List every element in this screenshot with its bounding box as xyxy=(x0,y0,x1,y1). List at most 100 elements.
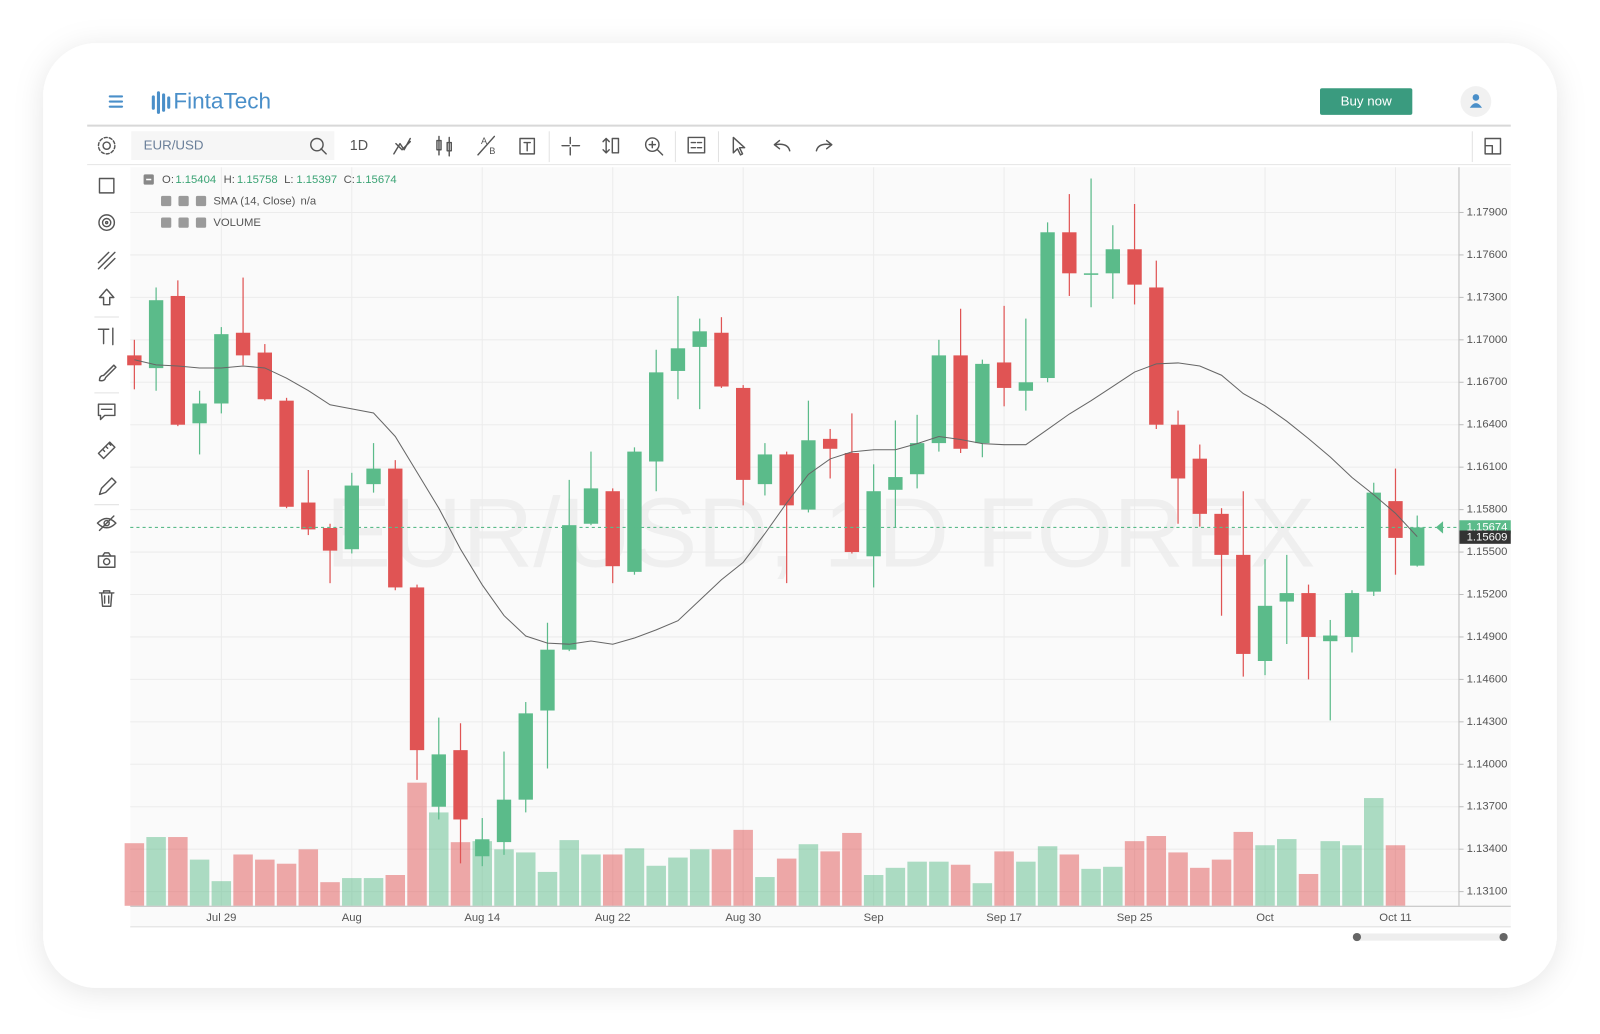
volume-bar xyxy=(1081,868,1101,906)
hide-tool[interactable] xyxy=(96,515,117,532)
compare-button[interactable]: AB xyxy=(477,135,495,156)
logo-icon xyxy=(151,91,171,114)
candle-body xyxy=(257,352,272,400)
x-tick-label: Aug xyxy=(342,912,362,924)
volume-bar xyxy=(581,854,601,906)
volume-bar xyxy=(907,861,927,906)
candle-body xyxy=(1062,232,1077,274)
scale-button[interactable] xyxy=(602,137,620,154)
svg-text:A: A xyxy=(481,136,488,146)
volume-label: VOLUME xyxy=(213,217,261,229)
rectangle-tool[interactable] xyxy=(98,177,115,194)
menu-button[interactable] xyxy=(108,95,124,108)
y-tick-label: 1.17000 xyxy=(1467,334,1508,346)
volume-bar xyxy=(363,878,384,906)
volume-bar xyxy=(885,867,906,906)
cursor-button[interactable] xyxy=(732,136,746,156)
buy-button-label[interactable]: Buy now xyxy=(1341,94,1392,109)
scrollbar-handle[interactable] xyxy=(1352,932,1362,942)
volume-bar xyxy=(211,881,232,906)
x-tick-label: Sep xyxy=(864,912,884,924)
volume-bar xyxy=(429,812,449,906)
scrollbar-handle[interactable] xyxy=(1499,932,1508,942)
candle-body xyxy=(235,332,251,356)
candle-body xyxy=(1105,249,1120,274)
sma-controls[interactable] xyxy=(161,195,207,207)
brush-tool[interactable] xyxy=(98,364,117,382)
buy-button[interactable] xyxy=(1320,88,1413,115)
volume-bar xyxy=(1146,836,1167,906)
y-tick-label: 1.17300 xyxy=(1467,291,1508,303)
x-tick-label: Oct xyxy=(1256,912,1274,924)
volume-bar xyxy=(950,864,971,906)
candle-body xyxy=(127,355,142,366)
volume-bar xyxy=(929,861,949,906)
volume-controls[interactable] xyxy=(161,217,207,228)
target-tool[interactable] xyxy=(98,214,116,232)
volume-bar xyxy=(472,841,492,906)
volume-bar xyxy=(342,878,362,906)
redo-button[interactable] xyxy=(815,139,833,152)
interval-button[interactable]: 1D xyxy=(350,138,368,154)
ruler-tool[interactable] xyxy=(97,441,116,460)
candle-body xyxy=(1127,249,1142,285)
candle-body xyxy=(540,649,555,711)
volume-bar xyxy=(1298,873,1319,906)
y-tick-label: 1.17900 xyxy=(1467,206,1508,218)
layout-button[interactable] xyxy=(1484,137,1502,155)
volume-bar xyxy=(537,871,558,906)
data-button[interactable] xyxy=(687,136,706,154)
volume-bar xyxy=(1059,854,1080,906)
symbol-search[interactable] xyxy=(131,131,335,161)
arrow-tool[interactable] xyxy=(98,288,115,306)
undo-button[interactable] xyxy=(773,139,791,152)
candle-body xyxy=(1040,232,1055,379)
candle-body xyxy=(148,300,164,369)
volume-bar xyxy=(516,852,536,906)
legend-value: 1.15674 xyxy=(356,174,397,186)
y-tick-label: 1.14600 xyxy=(1467,673,1508,685)
candle-body xyxy=(1301,593,1316,637)
volume-bar xyxy=(1233,831,1254,906)
chart-type-button[interactable] xyxy=(436,135,452,157)
y-tick-label: 1.17600 xyxy=(1467,249,1508,261)
candle-body xyxy=(605,491,620,567)
candle-body xyxy=(627,451,642,572)
fib-tool[interactable] xyxy=(97,251,116,270)
candle-body xyxy=(1236,554,1251,654)
pencil-tool[interactable] xyxy=(98,477,117,496)
legend-label: C: xyxy=(344,174,355,186)
template-button[interactable] xyxy=(519,137,536,155)
candle-body xyxy=(583,488,599,524)
scrollbar-track[interactable] xyxy=(1355,933,1504,941)
delete-tool[interactable] xyxy=(98,590,115,607)
symbol-input[interactable]: EUR/USD xyxy=(144,138,204,153)
candle-body xyxy=(736,387,751,480)
crosshair-button[interactable] xyxy=(561,136,581,156)
candle-body xyxy=(1323,635,1338,642)
x-tick-label: Sep 25 xyxy=(1117,912,1153,924)
candle-body xyxy=(670,348,686,371)
settings-button[interactable] xyxy=(97,136,116,155)
zoom-button[interactable] xyxy=(644,137,664,156)
volume-bar xyxy=(1342,845,1362,906)
candle-body xyxy=(192,403,207,424)
candle-body xyxy=(822,438,838,449)
x-tick-label: Jul 29 xyxy=(206,912,236,924)
volume-bar xyxy=(407,782,427,906)
volume-bar xyxy=(450,842,471,906)
candle-body xyxy=(1149,287,1164,425)
candle-body xyxy=(1214,513,1229,555)
search-icon[interactable] xyxy=(310,137,327,155)
avatar[interactable] xyxy=(1460,86,1492,117)
y-tick-label: 1.13100 xyxy=(1467,886,1508,898)
legend-value: 1.15758 xyxy=(237,174,278,186)
screenshot-tool[interactable] xyxy=(97,552,116,568)
indicators-button[interactable] xyxy=(393,137,411,155)
text-tool[interactable] xyxy=(97,327,114,346)
candle-body xyxy=(214,334,229,404)
x-tick-label: Oct 11 xyxy=(1379,912,1411,924)
candle-body xyxy=(975,363,990,444)
comment-tool[interactable] xyxy=(97,403,116,421)
